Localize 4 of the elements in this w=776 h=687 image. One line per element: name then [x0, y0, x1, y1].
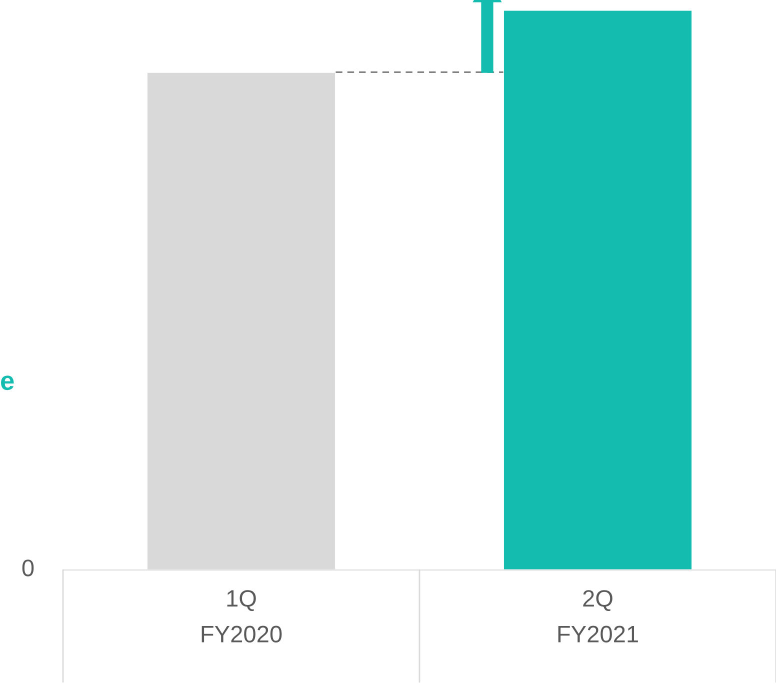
x-tick-label: 2Q FY2021	[558, 590, 638, 642]
x-tick-label: 1Q FY2020	[202, 590, 282, 642]
text: e	[1, 376, 14, 390]
text: 0	[22, 560, 34, 576]
